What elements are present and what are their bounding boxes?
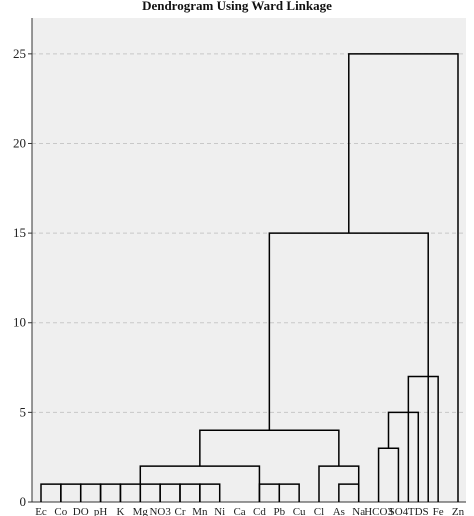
dendrogram-link xyxy=(387,411,420,502)
leaf-label: Co xyxy=(54,506,67,516)
leaf-label: Mg xyxy=(133,506,149,516)
y-tick-label: 0 xyxy=(20,494,27,509)
y-tick-label: 20 xyxy=(13,135,26,150)
dendrogram-link xyxy=(407,375,439,502)
leaf-label: Cl xyxy=(314,506,324,516)
leaf-label: TDS xyxy=(408,506,429,516)
dendrogram-link xyxy=(199,483,221,502)
leaf-label: Pb xyxy=(273,506,285,516)
leaf-label: Mn xyxy=(192,506,208,516)
y-tick-label: 5 xyxy=(20,404,27,419)
leaf-label: SO4 xyxy=(389,506,409,516)
leaf-label: Ni xyxy=(214,506,225,516)
leaf-label: As xyxy=(333,506,345,516)
leaf-label: HCO3 xyxy=(364,506,393,516)
leaf-label: pH xyxy=(94,506,108,516)
leaf-label: Na xyxy=(352,506,365,516)
plot-area xyxy=(32,18,466,502)
chart-title: Dendrogram Using Ward Linkage xyxy=(142,0,332,13)
y-tick-label: 10 xyxy=(13,315,26,330)
leaf-label: Cd xyxy=(253,506,266,516)
dendrogram-link xyxy=(278,483,300,502)
leaf-label: Fe xyxy=(433,506,444,516)
leaf-label: NO3 xyxy=(149,506,171,516)
leaf-label: Zn xyxy=(452,506,465,516)
leaf-label: K xyxy=(116,506,124,516)
dendrogram-link xyxy=(348,53,459,502)
leaf-label: Cr xyxy=(174,506,185,516)
leaf-label: Ec xyxy=(35,506,47,516)
y-tick-label: 15 xyxy=(13,225,26,240)
leaf-label: Cu xyxy=(293,506,306,516)
y-tick-label: 25 xyxy=(13,46,26,61)
leaf-label: Ca xyxy=(233,506,245,516)
leaf-label: DO xyxy=(73,506,89,516)
